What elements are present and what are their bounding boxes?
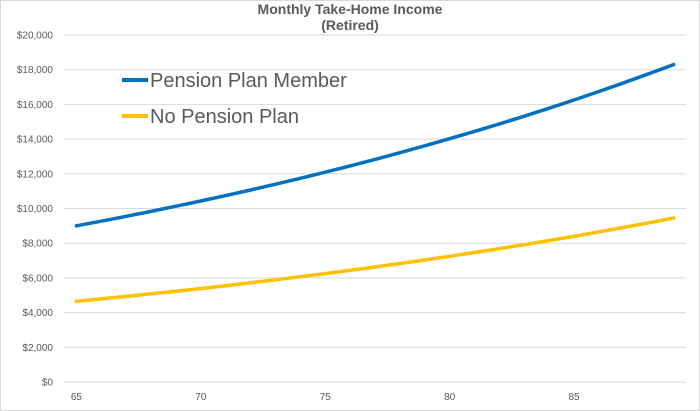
x-tick-label: 75 <box>320 392 332 403</box>
y-tick-label: $18,000 <box>17 65 54 76</box>
y-tick-label: $4,000 <box>22 308 53 319</box>
x-tick-label: 65 <box>71 392 83 403</box>
chart-title-line-2: (Retired) <box>321 17 379 33</box>
chart-title-line-1: Monthly Take-Home Income <box>258 1 443 17</box>
x-tick-label: 85 <box>568 392 580 403</box>
y-tick-label: $20,000 <box>17 31 54 42</box>
y-axis-ticks: $0 $2,000 $4,000 $6,000 $8,000 $10,000 $12,000… <box>17 31 54 389</box>
y-tick-label: $14,000 <box>17 135 54 146</box>
y-tick-label: $6,000 <box>22 273 53 284</box>
x-tick-label: 70 <box>195 392 207 403</box>
series-line-1 <box>74 216 676 304</box>
y-tick-label: $8,000 <box>22 239 53 250</box>
x-axis-ticks: 65 70 75 80 85 <box>71 392 580 403</box>
legend-label-no-pension: No Pension Plan <box>150 106 299 128</box>
x-tick-label: 80 <box>444 392 456 403</box>
series-lines <box>74 62 676 304</box>
y-tick-label: $16,000 <box>17 100 54 111</box>
y-tick-label: $2,000 <box>22 343 53 354</box>
gridlines <box>64 34 686 383</box>
y-tick-label: $0 <box>42 378 54 389</box>
series-line-0 <box>74 62 676 228</box>
y-tick-label: $12,000 <box>17 169 54 180</box>
y-tick-label: $10,000 <box>17 204 54 215</box>
legend-label-pension: Pension Plan Member <box>150 70 347 92</box>
legend: Pension Plan Member No Pension Plan <box>122 70 347 128</box>
